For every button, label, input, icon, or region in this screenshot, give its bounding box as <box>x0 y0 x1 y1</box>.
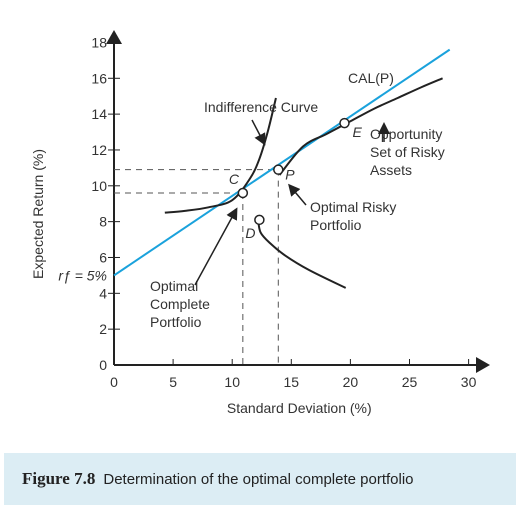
point-label-C: C <box>229 171 240 187</box>
point-E <box>339 117 350 129</box>
arrow-indifference <box>251 119 266 146</box>
optimal-complete-annotation-line: Optimal <box>150 278 198 294</box>
y-tick-label: 12 <box>91 142 107 158</box>
rf-label: rƒ = 5% <box>58 267 107 283</box>
x-tick-label: 10 <box>224 374 240 390</box>
opportunity-annotation-line: Assets <box>370 162 412 178</box>
indifference-annotation: Indifference Curve <box>204 99 318 115</box>
indifference-curve <box>164 97 277 214</box>
x-tick-label: 5 <box>169 374 177 390</box>
y-tick-label: 16 <box>91 70 107 86</box>
x-tick-label: 30 <box>461 374 477 390</box>
point-label-D: D <box>245 225 255 241</box>
point-P <box>273 164 284 175</box>
optimal-risky-annotation-line: Optimal Risky <box>310 199 396 215</box>
y-tick-label: 14 <box>91 106 107 122</box>
y-tick-label: 10 <box>91 178 107 194</box>
y-tick-label: 18 <box>91 34 107 50</box>
chart: 0 5 10 15 20 25 30 0 2 4 6 8 10 12 14 16 18 rƒ = 5% Standa… <box>30 30 490 416</box>
point-C <box>237 187 249 199</box>
figure-caption: Figure 7.8 Determination of the optimal … <box>4 453 516 505</box>
opportunity-set-curve <box>278 77 443 176</box>
y-tick-label: 8 <box>99 214 107 230</box>
points: C P E D <box>229 117 362 241</box>
x-tick-label: 20 <box>343 374 359 390</box>
y-tick-label: 2 <box>99 321 107 337</box>
point-D <box>254 214 265 226</box>
x-axis-arrow <box>476 357 490 373</box>
axes: 0 5 10 15 20 25 30 0 2 4 6 8 10 12 14 16 18 rƒ = 5% Standa… <box>30 30 490 416</box>
y-axis-arrow <box>106 30 122 44</box>
arrow-optimal-risky <box>288 183 307 206</box>
cal-annotation: CAL(P) <box>348 70 394 86</box>
x-tick-label: 15 <box>284 374 300 390</box>
x-tick-label: 25 <box>402 374 418 390</box>
optimal-complete-annotation-line: Portfolio <box>150 314 202 330</box>
opportunity-annotation-line: Opportunity <box>370 126 442 142</box>
caption-text: Determination of the optimal complete po… <box>103 470 414 488</box>
x-axis-label: Standard Deviation (%) <box>227 400 372 416</box>
y-axis-label: Expected Return (%) <box>30 149 46 279</box>
annotations: CAL(P) Indifference Curve Opportunity Set o… <box>150 70 445 330</box>
indifference-curve-lower <box>257 219 347 289</box>
y-tick-label: 4 <box>99 285 107 301</box>
point-label-E: E <box>352 124 362 140</box>
arrow-optimal-complete <box>194 207 238 286</box>
y-tick-label: 0 <box>99 357 107 373</box>
opportunity-annotation-line: Set of Risky <box>370 144 445 160</box>
caption-label: Figure 7.8 <box>22 469 96 488</box>
cal-line <box>113 48 451 277</box>
optimal-complete-annotation-line: Complete <box>150 296 210 312</box>
x-tick-label: 0 <box>110 374 118 390</box>
y-tick-label: 6 <box>99 249 107 265</box>
point-label-P: P <box>285 167 295 183</box>
optimal-risky-annotation-line: Portfolio <box>310 217 362 233</box>
